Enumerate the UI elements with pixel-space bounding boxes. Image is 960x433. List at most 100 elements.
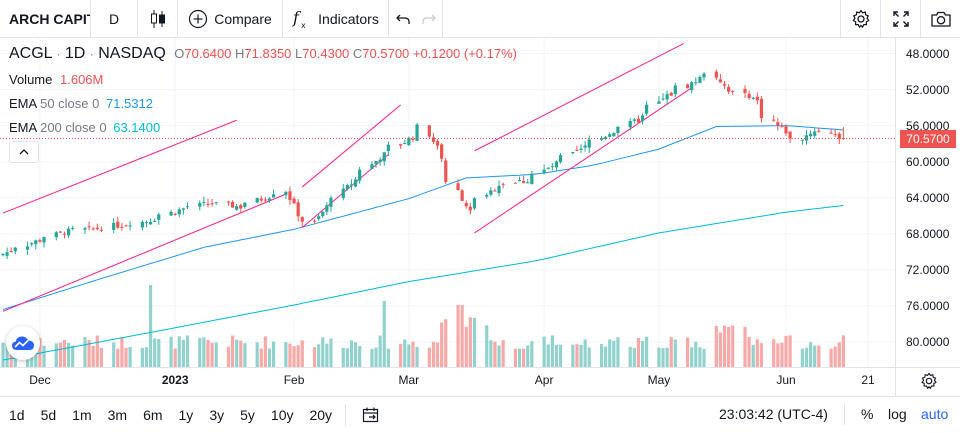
range-buttons: 1d 5d 1m 3m 6m 1y 3y 5y 10y 20y bbox=[0, 407, 339, 423]
volume-bar bbox=[267, 348, 272, 367]
candle-body bbox=[124, 225, 128, 227]
range-10y[interactable]: 10y bbox=[270, 407, 294, 423]
volume-bar bbox=[54, 343, 58, 367]
candle-body bbox=[817, 130, 821, 132]
candle-body bbox=[292, 198, 296, 204]
candle-body bbox=[148, 221, 153, 225]
range-1m[interactable]: 1m bbox=[72, 407, 92, 423]
volume-bar bbox=[116, 348, 120, 367]
legend-main: ACGL · 1D · NASDAQ O70.6400 H71.8350 L70… bbox=[9, 45, 517, 63]
range-3m[interactable]: 3m bbox=[107, 407, 128, 423]
volume-bar bbox=[513, 348, 518, 367]
volume-bar bbox=[640, 340, 645, 367]
volume-bar bbox=[58, 342, 62, 367]
settings-button[interactable] bbox=[840, 0, 880, 38]
candle-body bbox=[722, 84, 727, 86]
candle-body bbox=[599, 137, 604, 140]
candle-body bbox=[612, 133, 616, 137]
candle-body bbox=[263, 199, 267, 201]
candle-body bbox=[116, 221, 120, 228]
undo-icon[interactable] bbox=[395, 13, 410, 25]
candle-body bbox=[66, 228, 71, 236]
volume-bar bbox=[120, 336, 124, 367]
volume-bar bbox=[714, 326, 718, 367]
candle-body bbox=[727, 86, 731, 92]
candle-body bbox=[206, 203, 210, 205]
range-3y[interactable]: 3y bbox=[209, 407, 225, 423]
volume-bar bbox=[599, 343, 604, 367]
candle-body bbox=[575, 149, 579, 151]
candle-body bbox=[747, 93, 751, 98]
axis-settings-button[interactable] bbox=[920, 372, 938, 390]
volume-label: Volume bbox=[9, 72, 53, 87]
volume-bar bbox=[144, 347, 149, 367]
timezone-clock[interactable]: 23:03:42 (UTC-4) bbox=[719, 406, 828, 422]
legend-ticker[interactable]: ACGL bbox=[9, 45, 52, 62]
legend-ema50[interactable]: EMA 50 close 0 71.5312 bbox=[9, 96, 153, 111]
legend-volume[interactable]: Volume 1.606M bbox=[9, 72, 103, 87]
volume-bar bbox=[34, 342, 38, 367]
volume-bar bbox=[800, 348, 805, 367]
candle-body bbox=[235, 206, 239, 210]
range-5y[interactable]: 5y bbox=[240, 407, 255, 423]
logo-badge[interactable] bbox=[6, 326, 40, 360]
legend-sep: · bbox=[89, 47, 94, 61]
log-toggle[interactable]: log bbox=[888, 406, 907, 422]
candle-body bbox=[558, 155, 563, 163]
volume-bar bbox=[173, 348, 177, 367]
candle-body bbox=[407, 137, 411, 146]
range-5d[interactable]: 5d bbox=[40, 407, 57, 423]
candle-body bbox=[546, 167, 550, 169]
auto-toggle[interactable]: auto bbox=[921, 406, 949, 422]
candle-body bbox=[755, 96, 759, 101]
interval-button[interactable]: D bbox=[91, 0, 138, 38]
candle-body bbox=[554, 161, 559, 168]
candle-body bbox=[542, 169, 546, 173]
price-tick-label: 48.0000 bbox=[906, 46, 950, 61]
volume-bar bbox=[1, 342, 5, 367]
price-tick-label: 60.0000 bbox=[906, 154, 950, 169]
volume-bar bbox=[583, 339, 587, 367]
range-1d[interactable]: 1d bbox=[9, 407, 25, 423]
candle-body bbox=[497, 185, 501, 194]
redo-icon[interactable] bbox=[421, 13, 436, 25]
svg-text:f: f bbox=[292, 9, 302, 27]
change-value: +0.1200 (+0.17%) bbox=[412, 46, 517, 61]
candle-body bbox=[444, 160, 448, 182]
volume-bar bbox=[341, 347, 345, 367]
volume-bar bbox=[378, 335, 382, 367]
volume-bar bbox=[325, 343, 329, 367]
volume-bar bbox=[575, 344, 579, 367]
volume-bar bbox=[579, 344, 583, 367]
volume-bar bbox=[517, 348, 522, 367]
range-6m[interactable]: 6m bbox=[143, 407, 163, 423]
compare-button[interactable]: Compare bbox=[178, 0, 283, 38]
time-tick-label: May bbox=[647, 373, 671, 387]
percent-toggle[interactable]: % bbox=[861, 406, 874, 422]
candle-body bbox=[255, 198, 259, 203]
volume-bar bbox=[399, 343, 403, 367]
range-1y[interactable]: 1y bbox=[178, 407, 194, 423]
time-tick-label: Mar bbox=[398, 373, 420, 387]
legend-ema200[interactable]: EMA 200 close 0 63.1400 bbox=[9, 120, 160, 135]
ema200-value: 63.1400 bbox=[113, 120, 161, 135]
range-20y[interactable]: 20y bbox=[309, 407, 333, 423]
volume-bar bbox=[530, 341, 534, 367]
snapshot-button[interactable] bbox=[920, 0, 960, 38]
symbol-search[interactable]: ARCH CAPIT bbox=[0, 0, 91, 38]
chart-style-button[interactable] bbox=[138, 0, 178, 38]
candle-body bbox=[230, 201, 235, 208]
volume-bar bbox=[722, 325, 727, 367]
candle-body bbox=[788, 131, 792, 139]
goto-date-button[interactable] bbox=[345, 404, 380, 426]
legend-collapse-button[interactable] bbox=[9, 141, 39, 163]
candle-body bbox=[271, 194, 276, 198]
candle-body bbox=[349, 184, 354, 186]
fullscreen-button[interactable] bbox=[880, 0, 920, 38]
candle-body bbox=[571, 151, 575, 154]
volume-bar bbox=[743, 326, 747, 367]
volume-bar bbox=[415, 346, 419, 367]
